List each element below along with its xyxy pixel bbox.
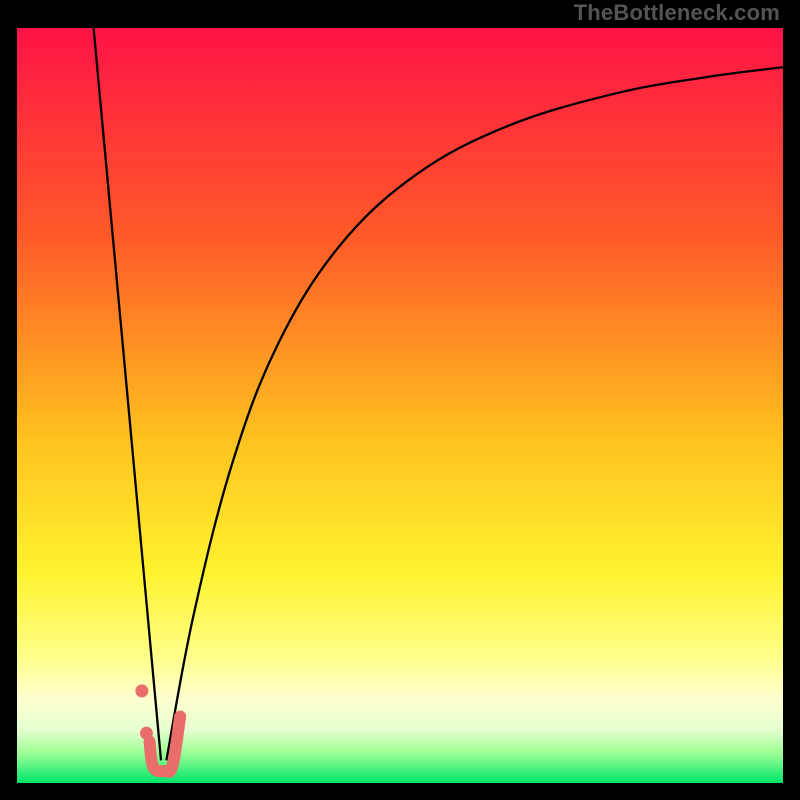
chart-container: TheBottleneck.com [0, 0, 800, 800]
attribution-label: TheBottleneck.com [574, 0, 780, 26]
marker-dot [135, 684, 148, 697]
plot-background [17, 28, 783, 783]
bottleneck-chart [0, 0, 800, 800]
